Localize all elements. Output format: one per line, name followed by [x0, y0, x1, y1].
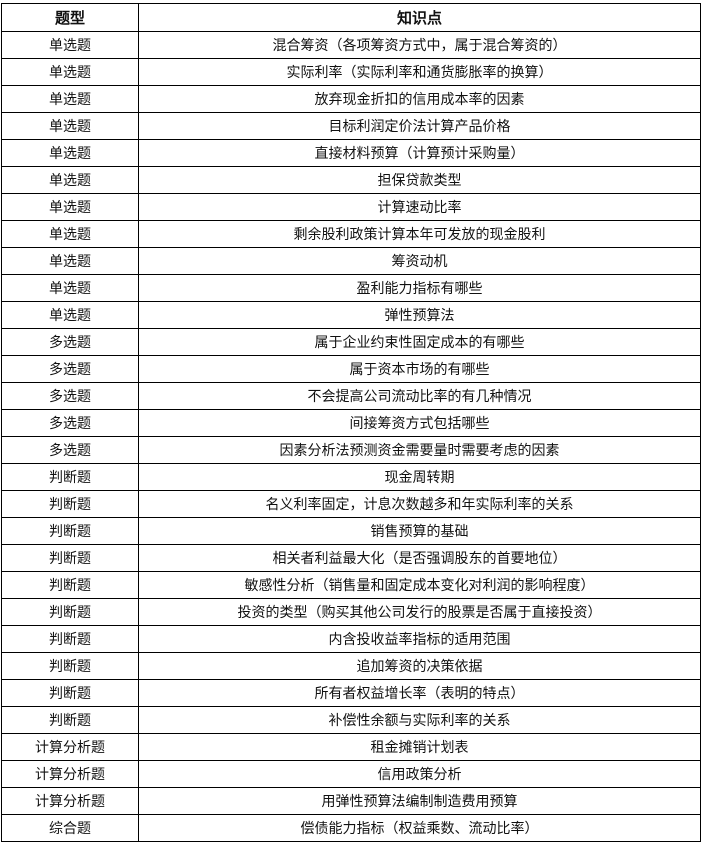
question-type-cell: 判断题: [1, 544, 139, 572]
table-row: 计算分析题 用弹性预算法编制制造费用预算: [1, 787, 701, 815]
question-type-cell: 多选题: [1, 355, 139, 383]
knowledge-point-cell: 名义利率固定，计息次数越多和年实际利率的关系: [138, 490, 701, 518]
knowledge-point-cell: 因素分析法预测资金需要量时需要考虑的因素: [138, 436, 701, 464]
question-type-cell: 判断题: [1, 679, 139, 707]
table-row: 综合题 偿债能力指标（权益乘数、流动比率）: [1, 814, 701, 842]
knowledge-point-cell: 剩余股利政策计算本年可发放的现金股利: [138, 220, 701, 248]
knowledge-point-cell: 属于资本市场的有哪些: [138, 355, 701, 383]
table-row: 多选题 因素分析法预测资金需要量时需要考虑的因素: [1, 436, 701, 464]
table-row: 单选题 弹性预算法: [1, 301, 701, 329]
table-row: 判断题 销售预算的基础: [1, 517, 701, 545]
question-type-cell: 多选题: [1, 328, 139, 356]
question-type-cell: 判断题: [1, 490, 139, 518]
table-row: 单选题 放弃现金折扣的信用成本率的因素: [1, 85, 701, 113]
question-type-cell: 判断题: [1, 571, 139, 599]
table-row: 多选题 不会提高公司流动比率的有几种情况: [1, 382, 701, 410]
table-row: 多选题 属于资本市场的有哪些: [1, 355, 701, 383]
table-row: 判断题 补偿性余额与实际利率的关系: [1, 706, 701, 734]
question-type-cell: 计算分析题: [1, 760, 139, 788]
table-header-row: 题型 知识点: [1, 3, 701, 32]
question-type-cell: 判断题: [1, 706, 139, 734]
table-row: 单选题 计算速动比率: [1, 193, 701, 221]
question-type-cell: 判断题: [1, 463, 139, 491]
knowledge-point-cell: 属于企业约束性固定成本的有哪些: [138, 328, 701, 356]
table-row: 判断题 现金周转期: [1, 463, 701, 491]
knowledge-point-cell: 信用政策分析: [138, 760, 701, 788]
table-row: 判断题 追加筹资的决策依据: [1, 652, 701, 680]
question-type-cell: 多选题: [1, 436, 139, 464]
knowledge-point-cell: 不会提高公司流动比率的有几种情况: [138, 382, 701, 410]
knowledge-point-cell: 直接材料预算（计算预计采购量）: [138, 139, 701, 167]
table-row: 多选题 属于企业约束性固定成本的有哪些: [1, 328, 701, 356]
question-type-cell: 单选题: [1, 301, 139, 329]
question-type-cell: 多选题: [1, 409, 139, 437]
table-row: 单选题 盈利能力指标有哪些: [1, 274, 701, 302]
question-type-cell: 单选题: [1, 247, 139, 275]
question-type-cell: 单选题: [1, 166, 139, 194]
knowledge-point-cell: 偿债能力指标（权益乘数、流动比率）: [138, 814, 701, 842]
knowledge-point-cell: 计算速动比率: [138, 193, 701, 221]
question-type-cell: 判断题: [1, 625, 139, 653]
question-type-cell: 多选题: [1, 382, 139, 410]
question-type-cell: 单选题: [1, 112, 139, 140]
table-row: 判断题 所有者权益增长率（表明的特点）: [1, 679, 701, 707]
knowledge-point-cell: 现金周转期: [138, 463, 701, 491]
knowledge-point-cell: 实际利率（实际利率和通货膨胀率的换算）: [138, 58, 701, 86]
question-type-cell: 单选题: [1, 31, 139, 59]
knowledge-point-cell: 放弃现金折扣的信用成本率的因素: [138, 85, 701, 113]
question-type-cell: 单选题: [1, 139, 139, 167]
header-question-type: 题型: [1, 3, 139, 32]
table-row: 单选题 实际利率（实际利率和通货膨胀率的换算）: [1, 58, 701, 86]
knowledge-point-cell: 盈利能力指标有哪些: [138, 274, 701, 302]
table-row: 判断题 相关者利益最大化（是否强调股东的首要地位）: [1, 544, 701, 572]
knowledge-point-cell: 相关者利益最大化（是否强调股东的首要地位）: [138, 544, 701, 572]
knowledge-point-cell: 用弹性预算法编制制造费用预算: [138, 787, 701, 815]
knowledge-point-cell: 混合筹资（各项筹资方式中，属于混合筹资的）: [138, 31, 701, 59]
table-row: 判断题 名义利率固定，计息次数越多和年实际利率的关系: [1, 490, 701, 518]
knowledge-point-cell: 敏感性分析（销售量和固定成本变化对利润的影响程度）: [138, 571, 701, 599]
question-type-cell: 判断题: [1, 652, 139, 680]
table-row: 单选题 筹资动机: [1, 247, 701, 275]
table-row: 单选题 担保贷款类型: [1, 166, 701, 194]
knowledge-point-cell: 补偿性余额与实际利率的关系: [138, 706, 701, 734]
question-type-cell: 单选题: [1, 58, 139, 86]
table-row: 多选题 间接筹资方式包括哪些: [1, 409, 701, 437]
table-row: 计算分析题 信用政策分析: [1, 760, 701, 788]
knowledge-point-cell: 投资的类型（购买其他公司发行的股票是否属于直接投资）: [138, 598, 701, 626]
question-type-cell: 单选题: [1, 274, 139, 302]
table-row: 单选题 直接材料预算（计算预计采购量）: [1, 139, 701, 167]
table-row: 判断题 敏感性分析（销售量和固定成本变化对利润的影响程度）: [1, 571, 701, 599]
table-row: 判断题 内含投收益率指标的适用范围: [1, 625, 701, 653]
question-type-cell: 单选题: [1, 220, 139, 248]
header-knowledge-point: 知识点: [138, 3, 701, 32]
knowledge-point-cell: 租金摊销计划表: [138, 733, 701, 761]
table-row: 单选题 剩余股利政策计算本年可发放的现金股利: [1, 220, 701, 248]
question-type-cell: 计算分析题: [1, 733, 139, 761]
question-type-cell: 判断题: [1, 598, 139, 626]
knowledge-point-cell: 追加筹资的决策依据: [138, 652, 701, 680]
question-type-cell: 计算分析题: [1, 787, 139, 815]
table-row: 单选题 目标利润定价法计算产品价格: [1, 112, 701, 140]
table-row: 判断题 投资的类型（购买其他公司发行的股票是否属于直接投资）: [1, 598, 701, 626]
table-row: 计算分析题 租金摊销计划表: [1, 733, 701, 761]
knowledge-point-cell: 销售预算的基础: [138, 517, 701, 545]
knowledge-point-cell: 所有者权益增长率（表明的特点）: [138, 679, 701, 707]
knowledge-point-cell: 目标利润定价法计算产品价格: [138, 112, 701, 140]
table-row: 单选题 混合筹资（各项筹资方式中，属于混合筹资的）: [1, 31, 701, 59]
question-type-cell: 单选题: [1, 85, 139, 113]
question-type-cell: 判断题: [1, 517, 139, 545]
question-type-cell: 综合题: [1, 814, 139, 842]
question-type-cell: 单选题: [1, 193, 139, 221]
knowledge-point-cell: 筹资动机: [138, 247, 701, 275]
knowledge-point-cell: 担保贷款类型: [138, 166, 701, 194]
knowledge-point-cell: 弹性预算法: [138, 301, 701, 329]
knowledge-points-table: 题型 知识点 单选题 混合筹资（各项筹资方式中，属于混合筹资的） 单选题 实际利率（实…: [1, 3, 701, 842]
knowledge-point-cell: 内含投收益率指标的适用范围: [138, 625, 701, 653]
knowledge-point-cell: 间接筹资方式包括哪些: [138, 409, 701, 437]
